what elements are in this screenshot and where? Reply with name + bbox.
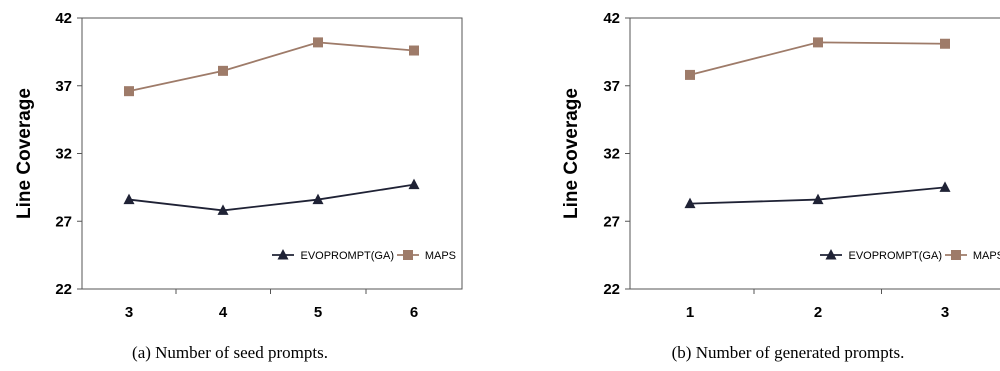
data-point-maps <box>124 86 134 97</box>
x-tick-label: 4 <box>219 304 228 321</box>
x-tick-label: 2 <box>814 304 822 321</box>
plot-frame <box>629 17 1000 290</box>
data-point-maps <box>409 45 419 56</box>
data-point-maps <box>685 69 695 80</box>
legend-marker-maps <box>951 250 961 260</box>
data-point-evoprompt <box>812 193 824 205</box>
y-tick-label: 32 <box>55 146 72 163</box>
legend-label-evoprompt: EVOPROMPT(GA) <box>300 250 394 262</box>
y-axis-label: Line Coverage <box>561 88 582 219</box>
subplot-b: 22 27 32 37 42 1 2 3 Line Coverage MAPS EVOPROMPT(… <box>561 10 1000 321</box>
y-axis-label: Line Coverage <box>14 88 35 219</box>
legend-marker-maps <box>403 250 413 260</box>
x-tick-label: 1 <box>686 304 694 321</box>
series-line-maps <box>128 41 415 93</box>
data-point-evoprompt <box>684 197 696 209</box>
y-tick-label: 37 <box>55 78 72 95</box>
legend-marker-evoprompt <box>277 249 289 260</box>
data-point-maps <box>218 65 228 76</box>
y-tick-label: 32 <box>603 146 620 163</box>
caption-a: (a) Number of seed prompts. <box>132 343 328 362</box>
data-point-maps <box>940 38 950 49</box>
y-tick-label: 27 <box>603 213 620 230</box>
y-tick-label: 37 <box>603 78 620 95</box>
legend-label-maps: MAPS <box>973 250 1000 262</box>
data-point-evoprompt <box>312 193 324 205</box>
y-tick-label: 22 <box>55 281 72 298</box>
data-point-maps <box>313 37 323 48</box>
y-tick-label: 42 <box>603 10 620 27</box>
series-line-evoprompt <box>128 183 415 212</box>
caption-b: (b) Number of generated prompts. <box>672 343 905 362</box>
legend-label-maps: MAPS <box>425 250 456 262</box>
subplot-a: 22 27 32 37 42 3 4 5 6 Line Coverage MAPS EVOPROMPT… <box>14 10 463 321</box>
y-tick-label: 42 <box>55 10 72 27</box>
x-tick-label: 5 <box>314 304 322 321</box>
plot-frame <box>81 17 463 290</box>
x-tick-label: 6 <box>410 304 418 321</box>
data-point-evoprompt <box>408 178 420 190</box>
x-tick-label: 3 <box>125 304 133 321</box>
legend-marker-evoprompt <box>825 249 837 260</box>
x-tick-label: 3 <box>941 304 949 321</box>
data-point-maps <box>813 37 823 48</box>
legend: MAPS EVOPROMPT(GA) <box>272 249 456 262</box>
data-point-evoprompt <box>217 204 229 215</box>
legend-label-evoprompt: EVOPROMPT(GA) <box>848 250 942 262</box>
y-tick-label: 27 <box>55 213 72 230</box>
legend: MAPS EVOPROMPT(GA) <box>820 249 1000 262</box>
data-point-evoprompt <box>123 193 135 205</box>
data-point-evoprompt <box>939 181 951 192</box>
y-tick-label: 22 <box>603 281 620 298</box>
